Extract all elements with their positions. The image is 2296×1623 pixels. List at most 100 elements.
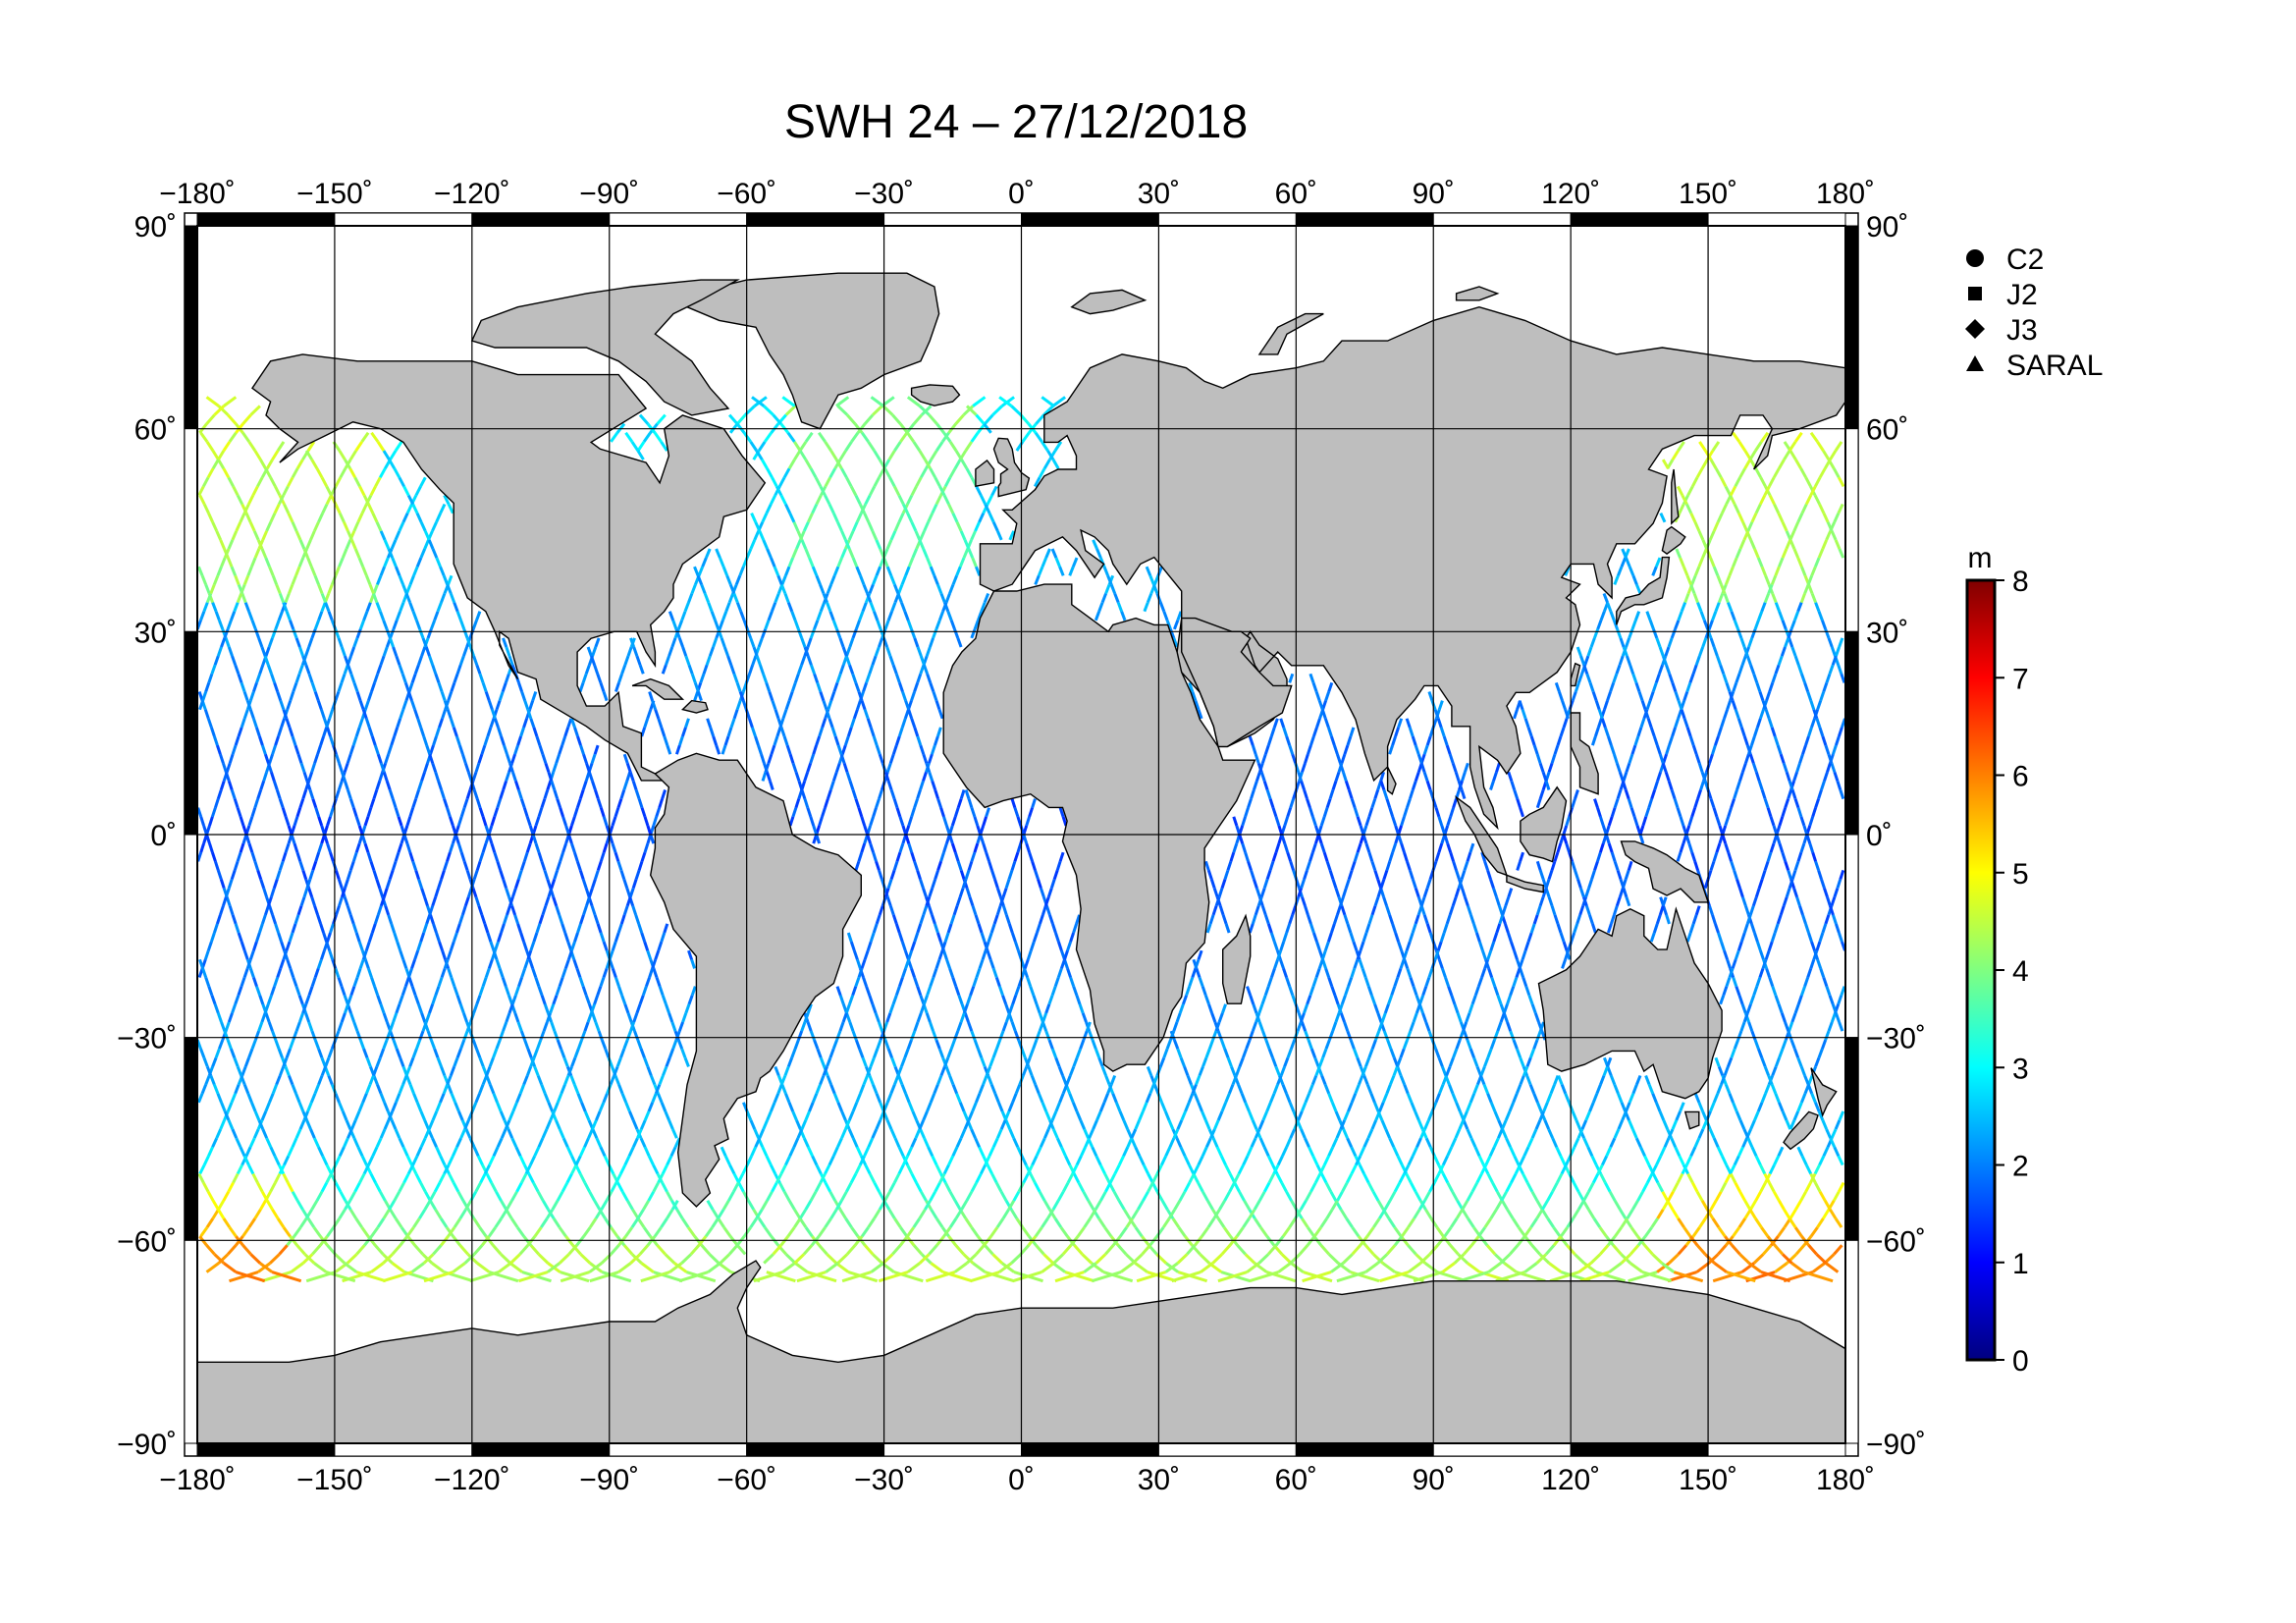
track-segment [424, 1012, 431, 1023]
track-segment [361, 566, 368, 576]
track-segment [405, 1155, 413, 1166]
track-segment [1838, 1110, 1845, 1121]
track-segment [449, 1065, 456, 1077]
track-segment [429, 1039, 437, 1050]
track-segment [315, 467, 324, 479]
track-segment [374, 1181, 382, 1193]
track-segment [204, 1074, 211, 1086]
track-segment [398, 574, 404, 585]
track-segment [391, 1262, 405, 1273]
track-segment [510, 888, 517, 898]
track-segment [263, 905, 270, 916]
track-segment [472, 1003, 479, 1014]
track-segment [541, 753, 548, 764]
track-segment [278, 1244, 289, 1256]
track-segment [260, 1012, 267, 1023]
track-segment [528, 825, 535, 836]
track-segment [1796, 995, 1803, 1005]
track-segment [454, 1102, 460, 1112]
track-segment [317, 842, 324, 853]
track-segment [218, 753, 225, 764]
track-segment [671, 1128, 678, 1139]
track-segment [348, 1190, 357, 1202]
track-segment [400, 673, 407, 683]
track-segment [1737, 512, 1744, 523]
track-segment [435, 727, 441, 737]
track-segment [736, 413, 747, 425]
track-segment [211, 521, 219, 532]
track-segment [459, 620, 466, 630]
track-segment [338, 762, 344, 773]
track-segment [484, 967, 491, 978]
track-segment [1768, 1163, 1776, 1175]
track-segment [472, 869, 479, 880]
track-segment [1774, 602, 1782, 613]
track-segment [293, 842, 299, 853]
track-segment [390, 1119, 398, 1130]
track-segment [272, 879, 279, 890]
track-segment [365, 1056, 372, 1067]
track-segment [581, 879, 588, 890]
track-segment [1830, 530, 1838, 541]
track-segment [516, 735, 523, 746]
track-segment [560, 1048, 566, 1058]
track-segment [291, 521, 298, 532]
track-segment [276, 691, 283, 702]
track-segment [407, 681, 414, 692]
track-segment [543, 869, 550, 880]
track-segment [547, 888, 554, 898]
track-segment [457, 1110, 464, 1121]
track-segment [517, 977, 524, 988]
track-segment [488, 1084, 496, 1095]
track-segment [649, 1074, 657, 1086]
track-segment [455, 1137, 462, 1148]
track-segment [356, 512, 364, 523]
track-segment [529, 718, 536, 729]
track-segment [364, 718, 371, 729]
track-segment [319, 709, 326, 720]
track-segment [458, 1003, 465, 1014]
track-segment [1777, 1146, 1785, 1158]
track-segment [313, 521, 320, 532]
track-segment [646, 1065, 653, 1077]
track-segment [269, 1253, 281, 1265]
track-segment [620, 1190, 629, 1202]
track-segment [345, 539, 352, 550]
track-segment [447, 503, 454, 514]
track-segment [522, 1074, 529, 1086]
track-segment [431, 521, 438, 532]
track-segment [504, 673, 510, 683]
track-segment [1628, 1271, 1658, 1283]
track-segment [478, 807, 485, 818]
track-segment [454, 834, 460, 844]
track-segment [457, 744, 464, 755]
track-segment [417, 879, 424, 890]
track-segment [231, 744, 238, 755]
track-segment [413, 949, 420, 960]
track-segment [388, 1021, 396, 1032]
track-segment [478, 1226, 488, 1238]
track-segment [1811, 1262, 1826, 1273]
track-segment [421, 1021, 428, 1032]
track-segment [422, 923, 429, 934]
track-segment [505, 888, 511, 898]
track-segment [511, 1102, 518, 1112]
track-segment [558, 1226, 567, 1238]
track-segment [338, 896, 344, 907]
track-segment [435, 932, 441, 943]
track-segment [486, 932, 493, 943]
track-segment [480, 914, 487, 925]
track-segment [197, 807, 203, 818]
track-segment [346, 905, 352, 916]
track-segment [425, 744, 432, 755]
track-segment [313, 620, 321, 630]
track-segment [295, 807, 302, 818]
track-segment [298, 798, 305, 809]
track-segment [555, 753, 561, 764]
track-segment [292, 681, 298, 692]
track-segment [462, 1030, 469, 1041]
track-segment [513, 744, 520, 755]
track-segment [556, 1039, 562, 1050]
track-segment [317, 512, 325, 523]
track-segment [475, 860, 482, 871]
